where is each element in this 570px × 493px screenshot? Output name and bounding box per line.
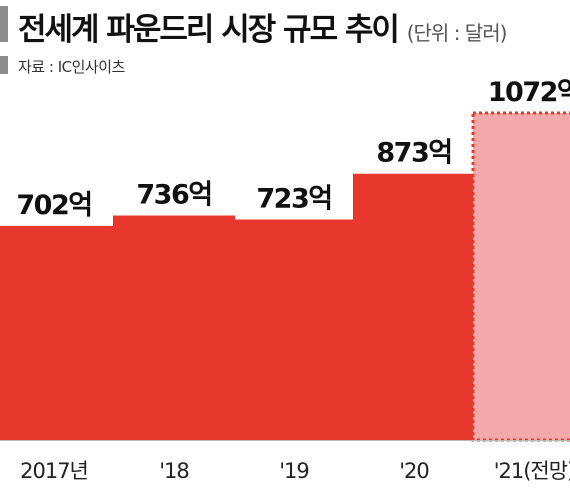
category-label-3: '20 xyxy=(399,459,429,483)
source-note: 자료 : IC인사이츠 xyxy=(18,58,125,76)
chart-title-text: 전세계 파운드리 시장 규모 추이 xyxy=(18,12,400,48)
bar-0 xyxy=(0,225,115,440)
bar-2 xyxy=(233,219,355,440)
bar-3 xyxy=(353,173,475,441)
category-label-2: '19 xyxy=(279,459,309,483)
value-label-1: 736억 xyxy=(136,180,211,211)
value-label-4: 1072억 xyxy=(488,77,570,108)
category-label-0: 2017년 xyxy=(20,459,88,483)
chart-baseline xyxy=(0,440,570,441)
source-accent-bar xyxy=(0,56,8,74)
bar-4 xyxy=(471,111,570,442)
value-label-2: 723억 xyxy=(256,183,331,214)
category-label-1: '18 xyxy=(159,459,189,483)
chart-title: 전세계 파운드리 시장 규모 추이 (단위 : 달러) xyxy=(18,4,508,49)
value-label-0: 702억 xyxy=(16,190,91,221)
title-accent-bar xyxy=(0,6,8,42)
bar-1 xyxy=(113,215,235,440)
value-label-3: 873억 xyxy=(376,138,451,169)
category-label-4: '21(전망) xyxy=(494,459,570,483)
unit-label: (단위 : 달러) xyxy=(406,21,508,45)
